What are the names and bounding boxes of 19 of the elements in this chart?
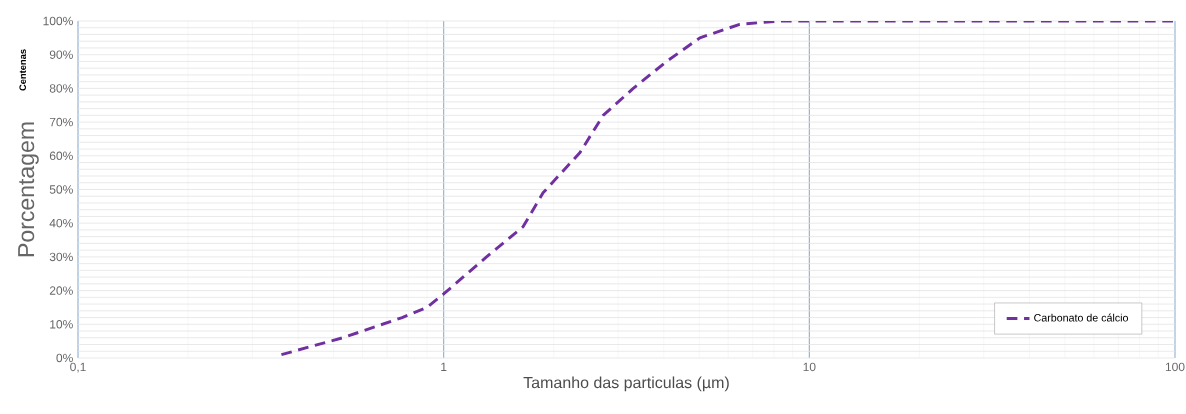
y-tick-label: 100%: [43, 16, 73, 26]
y-tick-label: 90%: [49, 50, 73, 59]
text: Centenas: [19, 49, 26, 91]
y-tick-label: 80%: [49, 84, 73, 93]
y-tick-label: 70%: [49, 117, 73, 127]
y-tick-label: 60%: [49, 151, 73, 161]
y-tick-label: 10%: [50, 320, 73, 329]
y-tick-label: 0%: [56, 353, 73, 363]
x-tick-label: 100: [1165, 362, 1185, 372]
y-axis-title: Porcentagem: [18, 122, 39, 257]
x-axis-title: Tamanho das particulas (µm): [523, 376, 729, 392]
y-tick-label: 50%: [49, 185, 73, 194]
y-tick-label: 20%: [49, 286, 73, 295]
x-tick-label: 1: [441, 362, 447, 371]
x-tick-label: 0,1: [70, 362, 86, 373]
y-tick-label: 30%: [49, 252, 73, 262]
y-tick-label: 40%: [49, 218, 73, 228]
legend-label: Carbonato de cálcio: [1034, 313, 1128, 322]
x-tick-label: 10: [803, 362, 816, 372]
